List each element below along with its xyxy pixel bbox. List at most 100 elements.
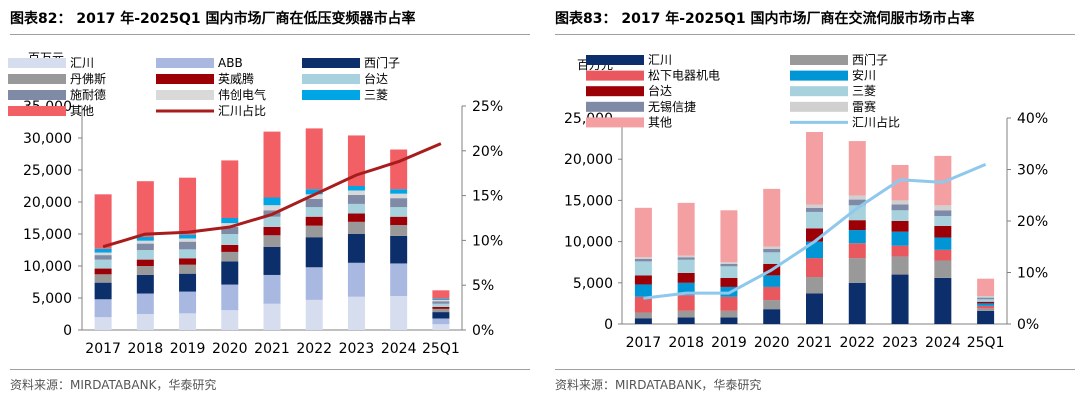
bar-segment — [891, 231, 909, 246]
bar-segment — [763, 300, 781, 310]
legend-label: 汇川 — [648, 53, 672, 67]
legend-label: 汇川占比 — [852, 114, 900, 129]
y2-tick-label: 30% — [1017, 163, 1048, 179]
source-divider — [10, 369, 530, 370]
bar-segment — [94, 259, 112, 269]
legend-label: 汇川 — [70, 56, 94, 70]
legend-swatch — [156, 58, 214, 68]
x-tick-label: 2019 — [170, 341, 206, 357]
y-tick-label: 15,000 — [564, 193, 613, 209]
x-tick-label: 2024 — [925, 335, 961, 351]
bar-segment — [891, 274, 909, 324]
bar-segment — [634, 258, 652, 262]
legend-label: 三菱 — [852, 84, 876, 98]
bar-segment — [977, 278, 995, 296]
bar-segment — [720, 263, 738, 267]
legend-swatch — [586, 101, 644, 112]
bar-segment — [806, 211, 823, 229]
x-tick-label: 2022 — [839, 335, 875, 351]
bar-segment — [677, 202, 695, 256]
bar-segment — [977, 303, 995, 306]
bar-segment — [136, 250, 154, 260]
bar-segment — [179, 264, 197, 274]
legend-swatch — [790, 86, 848, 97]
bar-segment — [305, 194, 323, 199]
bar-segment — [390, 198, 408, 208]
bar-segment — [136, 293, 154, 314]
bar-segment — [263, 274, 281, 304]
bar-segment — [677, 295, 695, 311]
bar-segment — [432, 312, 450, 319]
bar-segment — [263, 246, 281, 275]
y-tick-label: 30,000 — [23, 131, 72, 147]
bar-segment — [634, 284, 652, 297]
bar-segment — [390, 149, 408, 190]
chart-panel-82: 图表82： 2017 年-2025Q1 国内市场厂商在低压变频器市占率 百万元0… — [0, 0, 535, 406]
bar-segment — [390, 207, 408, 217]
bar-segment — [634, 257, 652, 259]
bar-segment — [221, 234, 239, 245]
bar-segment — [136, 240, 154, 244]
y-tick-label: 20,000 — [23, 195, 72, 211]
bar-segment — [221, 251, 239, 262]
bar-segment — [677, 255, 695, 258]
source-note: 资料来源：MIRDATABANK，华泰研究 — [10, 378, 217, 392]
legend-label: 西门子 — [364, 55, 400, 70]
legend-label: 西门子 — [852, 52, 888, 67]
y-tick-label: 10,000 — [23, 259, 72, 275]
legend-swatch — [302, 90, 360, 100]
legend-label: 丹佛斯 — [70, 72, 106, 86]
x-tick-label: 25Q1 — [422, 341, 460, 357]
bar-segment — [136, 181, 154, 237]
bar-segment — [390, 263, 408, 297]
source-note: 资料来源：MIRDATABANK，华泰研究 — [555, 378, 762, 392]
bar-segment — [94, 299, 112, 318]
bar-segment — [720, 317, 738, 324]
bar-segment — [720, 266, 738, 278]
bar-segment — [432, 301, 450, 304]
y-tick-label: 5,000 — [32, 291, 72, 307]
bar-segment — [136, 243, 154, 250]
bar-segment — [179, 313, 197, 330]
bar-segment — [634, 275, 652, 285]
bar-segment — [305, 267, 323, 300]
chart-panel-83: 图表83： 2017 年-2025Q1 国内市场厂商在交流伺服市场市占率 百万元… — [545, 0, 1080, 406]
legend-swatch — [586, 70, 644, 81]
legend-label: 三菱 — [364, 88, 388, 102]
bar-segment — [390, 296, 408, 330]
legend-label: 英威腾 — [218, 71, 254, 86]
x-tick-label: 2017 — [85, 341, 121, 357]
x-tick-label: 2019 — [711, 335, 747, 351]
bar-segment — [179, 241, 197, 250]
bar-segment — [891, 204, 909, 211]
chart-title: 图表82： 2017 年-2025Q1 国内市场厂商在低压变频器市占率 — [10, 11, 416, 27]
bar-segment — [94, 268, 112, 275]
source-divider — [555, 369, 1075, 370]
bar-segment — [263, 216, 281, 227]
share-line — [643, 163, 987, 300]
share-line — [102, 142, 442, 249]
bar-segment — [677, 259, 695, 273]
bar-segment — [390, 189, 408, 194]
legend-swatch — [790, 101, 848, 112]
bar-segment — [179, 258, 197, 265]
bar-segment — [305, 216, 323, 226]
title-divider — [555, 34, 1075, 35]
legend-swatch — [586, 117, 644, 128]
bar-segment — [891, 164, 909, 201]
bar-segment — [806, 132, 823, 205]
x-tick-label: 2022 — [296, 341, 332, 357]
bar-segment — [848, 258, 866, 283]
bar-segment — [221, 218, 239, 224]
bar-segment — [806, 293, 823, 324]
bar-segment — [347, 203, 365, 214]
bar-segment — [848, 205, 866, 221]
legend-swatch — [790, 55, 848, 65]
bar-segment — [221, 261, 239, 285]
bar-segment — [179, 177, 197, 235]
bar-segment — [432, 318, 450, 325]
x-tick-label: 2024 — [381, 341, 417, 357]
legend-label: 台达 — [364, 71, 388, 86]
bar-segment — [806, 207, 823, 212]
bar-segment — [221, 226, 239, 234]
